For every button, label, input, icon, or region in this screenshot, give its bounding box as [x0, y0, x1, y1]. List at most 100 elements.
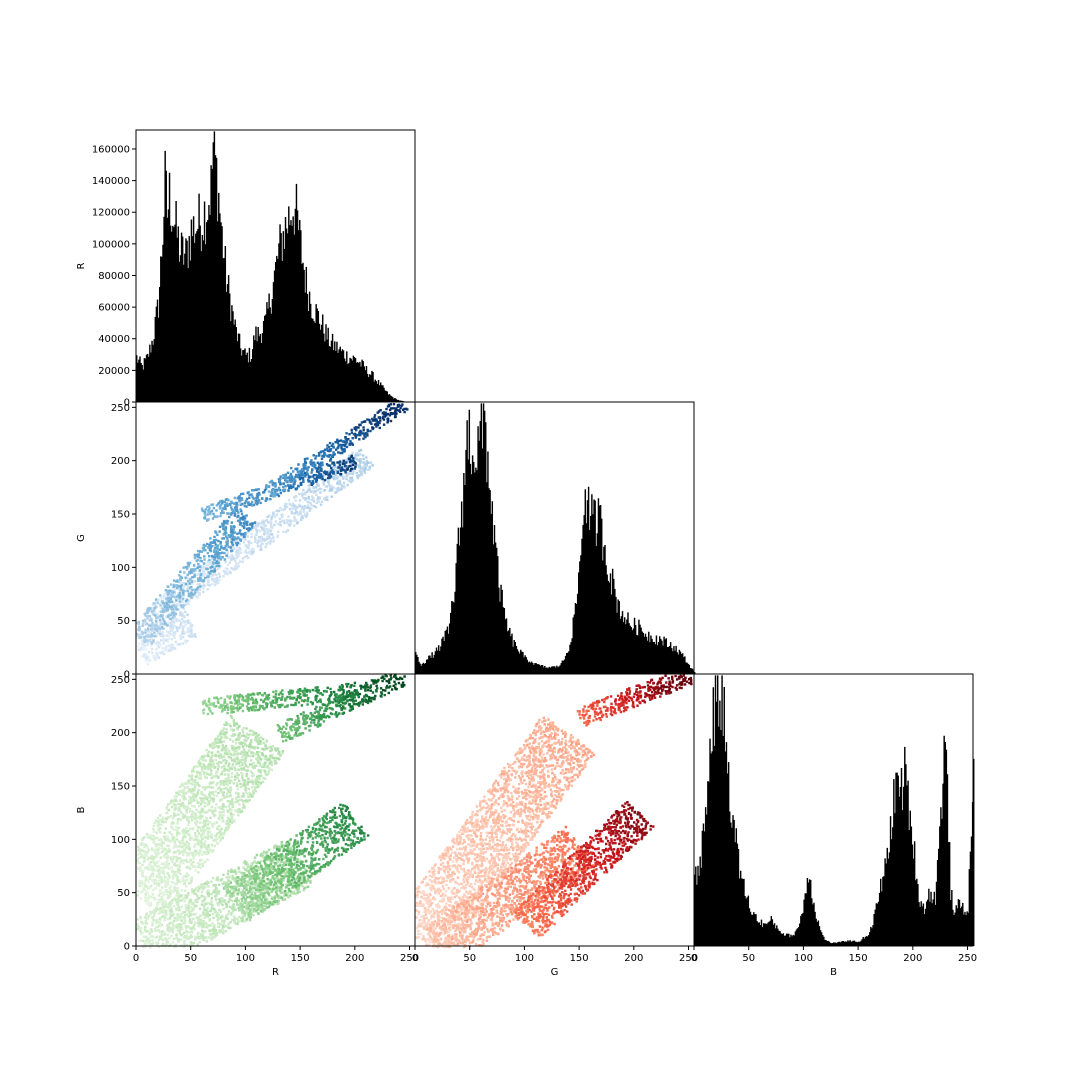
scatter-points: [335, 693, 338, 696]
histogram-bars-r: [136, 131, 417, 403]
scatter-points: [376, 687, 379, 690]
scatter-points: [144, 876, 264, 942]
scatter-points: [300, 704, 304, 707]
axes-frame: [693, 673, 974, 947]
scatter-band-4: [264, 403, 409, 498]
scatter-points: [249, 706, 253, 709]
scatter-points: [252, 701, 255, 705]
scatter-points: [579, 709, 590, 720]
x-tick-label: 100: [515, 953, 534, 964]
y-axis-label: R: [76, 262, 87, 269]
scatter-points: [615, 819, 645, 833]
scatter-points: [363, 832, 366, 835]
x-tick-label: 250: [958, 953, 977, 964]
scatter-points: [311, 468, 314, 471]
scatter-points: [328, 701, 331, 705]
scatter-points: [150, 619, 160, 644]
scatter-points: [226, 497, 239, 515]
scatter-points: [213, 515, 216, 518]
scatter-points: [321, 461, 324, 464]
scatter-points: [155, 756, 267, 883]
scatter-points: [240, 888, 259, 910]
scatter-points: [294, 463, 303, 477]
scatter-points: [354, 462, 357, 465]
scatter-points: [682, 678, 685, 681]
scatter-points: [311, 703, 331, 717]
scatter-points: [620, 695, 624, 698]
scatter-points: [566, 862, 585, 887]
scatter-points: [315, 818, 352, 850]
scatter-points: [161, 631, 193, 650]
scatter-points: [308, 475, 311, 478]
scatter-points: [340, 446, 343, 449]
scatter-points: [340, 810, 343, 814]
scatter-points: [524, 920, 527, 924]
scatter-points: [338, 824, 342, 827]
scatter-points: [261, 747, 264, 751]
scatter-points: [603, 700, 613, 709]
scatter-points: [323, 820, 326, 824]
scatter-points: [146, 902, 151, 906]
scatter-points: [383, 412, 386, 416]
scatter-points: [247, 780, 250, 783]
scatter-points: [250, 493, 253, 496]
scatter-points: [295, 469, 302, 477]
scatter-points: [186, 613, 189, 616]
scatter-points: [316, 700, 319, 704]
scatter-points: [141, 634, 169, 656]
scatter-points: [222, 511, 240, 526]
scatter-points: [316, 688, 319, 691]
scatter-points: [533, 730, 543, 743]
scatter-points: [230, 499, 242, 509]
x-tick-label: 100: [794, 953, 813, 964]
scatter-points: [313, 718, 316, 722]
scatter-points: [222, 701, 226, 711]
scatter-points: [661, 676, 664, 680]
scatter-points: [243, 891, 246, 894]
scatter-points: [322, 713, 326, 717]
scatter-points: [302, 454, 318, 470]
scatter-points: [352, 702, 356, 706]
scatter-points: [283, 488, 287, 491]
scatter-points: [522, 902, 536, 920]
scatter-points: [353, 681, 357, 685]
scatter-band-3: [576, 674, 693, 727]
scatter-points: [136, 853, 172, 903]
scatter-points: [605, 837, 629, 854]
scatter-points: [634, 830, 638, 833]
scatter-points: [334, 832, 338, 835]
scatter-points: [218, 505, 222, 508]
scatter-points: [479, 742, 579, 852]
scatter-points: [290, 718, 293, 721]
scatter-points: [221, 509, 224, 513]
y-tick-label: 200: [111, 456, 130, 467]
scatter-points: [243, 879, 262, 898]
scatter-points: [231, 538, 235, 541]
scatter-points: [188, 595, 192, 598]
scatter-points: [288, 692, 291, 696]
scatter-points: [322, 471, 326, 474]
scatter-points: [362, 426, 365, 429]
scatter-points: [354, 453, 367, 470]
scatter-points: [537, 934, 540, 937]
scatter-points: [563, 892, 577, 912]
scatter-points: [292, 703, 296, 707]
scatter-points: [355, 421, 379, 431]
scatter-points: [161, 620, 188, 645]
scatter-points: [347, 828, 351, 832]
scatter-points: [593, 715, 597, 718]
scatter-points: [271, 483, 275, 486]
y-tick-label: 150: [111, 510, 130, 521]
scatter-points: [608, 820, 628, 852]
scatter-points: [209, 552, 218, 569]
scatter-points: [353, 427, 356, 430]
scatter-points: [319, 698, 322, 701]
scatter-points: [334, 808, 348, 814]
scatter-points: [296, 723, 299, 726]
scatter-points: [243, 873, 265, 890]
scatter-points: [622, 704, 626, 710]
scatter-points: [233, 496, 237, 500]
scatter-points: [279, 475, 282, 478]
scatter-points: [355, 689, 358, 692]
